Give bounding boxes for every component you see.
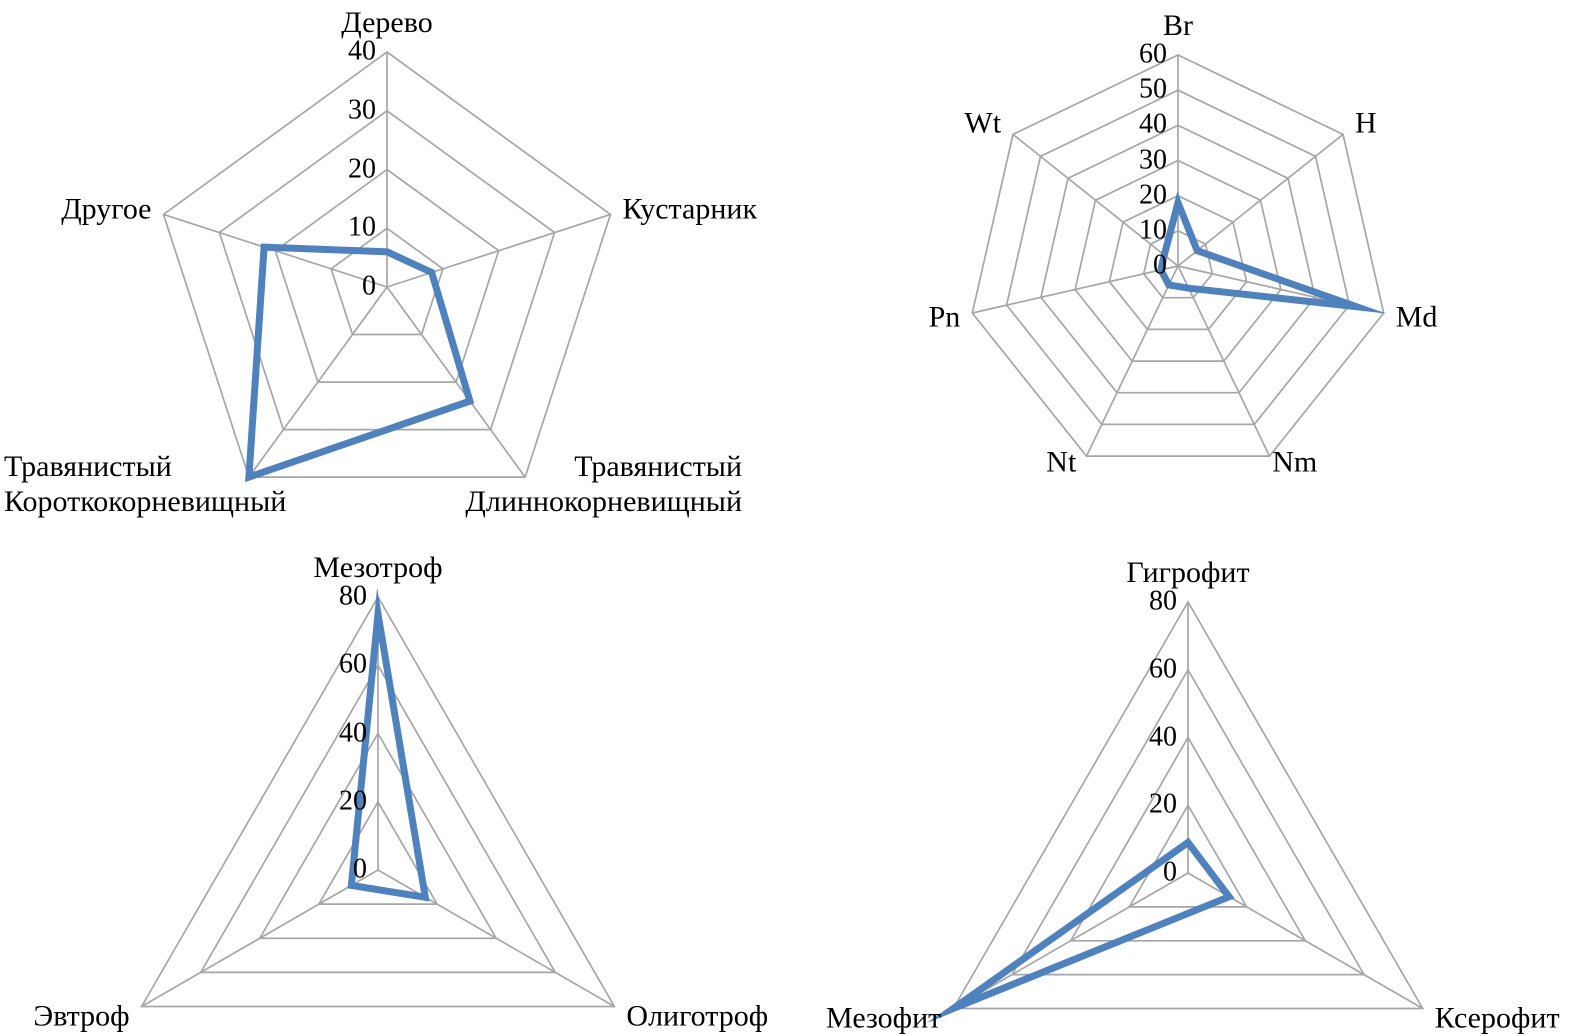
grid-ring (1127, 803, 1249, 908)
axis-spoke (1177, 133, 1344, 267)
series-polygon-life-forms (245, 243, 475, 483)
series-polygon-moisture (926, 837, 1235, 1024)
grid-ring (140, 595, 616, 1008)
grid-ring (1005, 89, 1351, 426)
grid-ring (274, 168, 500, 383)
axis-spoke (972, 265, 1179, 314)
grid-ring (162, 50, 612, 478)
axis-spoke (141, 869, 379, 1008)
grid-ring (1108, 194, 1248, 331)
grid-ring (1039, 124, 1317, 394)
radar-chart-ecological-groups (971, 54, 1387, 457)
radar-chart-trophic (140, 587, 616, 1008)
grid-ring (1142, 229, 1214, 299)
axis-spoke (386, 286, 526, 478)
grid-ring (258, 731, 498, 940)
axis-spoke (1085, 265, 1179, 457)
axis-spoke (386, 213, 611, 288)
series-polygon-trophic (347, 587, 430, 902)
axis-spoke (1012, 133, 1179, 267)
radar-chart-life-forms (162, 50, 612, 483)
grid-ring (1010, 668, 1366, 976)
axis-spoke (248, 286, 388, 478)
grid-ring (317, 800, 439, 905)
grid-ring (1074, 159, 1282, 362)
grid-ring (199, 663, 557, 974)
grid-ring (951, 600, 1425, 1010)
grid-ring (1069, 735, 1307, 942)
grid-ring (971, 54, 1385, 457)
axis-spoke (1177, 265, 1271, 457)
radar-chart-moisture (926, 600, 1425, 1024)
axis-spoke (952, 872, 1189, 1010)
grid-ring (330, 227, 444, 336)
series-polygon-ecological-groups (1157, 191, 1387, 314)
